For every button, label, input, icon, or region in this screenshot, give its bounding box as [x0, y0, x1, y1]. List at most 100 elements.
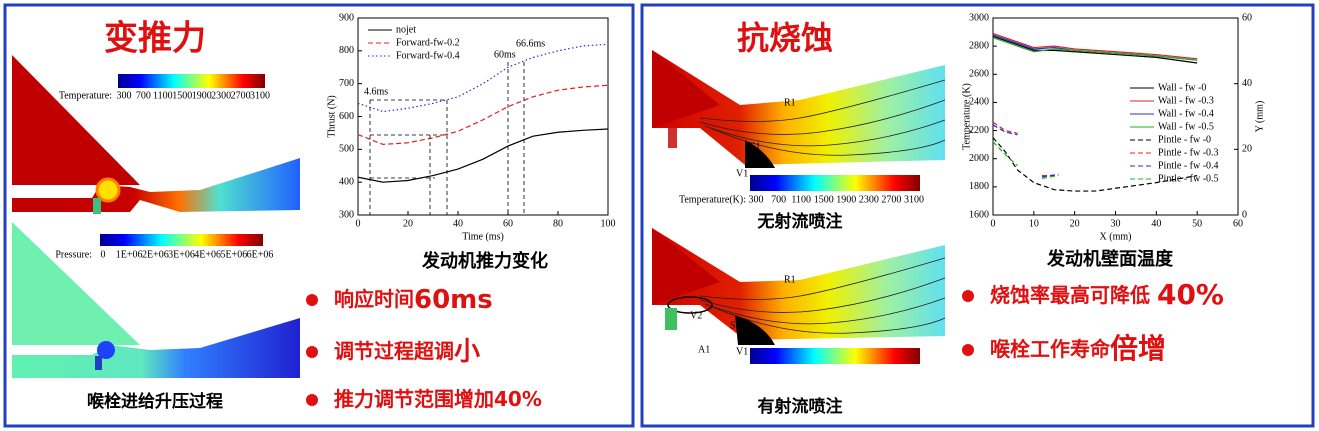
colorbar-label: 1500	[172, 90, 192, 101]
recirculation	[735, 315, 775, 345]
legend-label: Wall - fw -0.5	[1158, 121, 1214, 132]
x-tick-label: 60	[1233, 218, 1243, 229]
pressure-contour	[12, 222, 140, 345]
legend-label: Wall - fw -0	[1158, 82, 1206, 93]
bullet-dot	[306, 346, 318, 358]
legend-label: Forward-fw-0.4	[396, 50, 460, 61]
bullet-text: 推力调节范围增加40%	[334, 387, 542, 411]
legend-label: Wall - fw -0.3	[1158, 95, 1214, 106]
x-tick-label: 20	[403, 218, 413, 229]
x-tick-label: 20	[1070, 218, 1080, 229]
caption: 无射流喷注	[757, 211, 843, 232]
colorbar-label: 700	[771, 194, 786, 205]
y-tick-label: 300	[339, 209, 354, 220]
pressure-contour	[12, 222, 300, 378]
y-tick-label: 2600	[969, 69, 989, 80]
bullet-emphasis: 60ms	[414, 285, 493, 315]
legend-label: Pintle - fw -0	[1158, 134, 1211, 145]
colorbar-label: 6E+06	[247, 249, 274, 260]
pintle	[665, 308, 677, 330]
y-tick-label: 2000	[969, 153, 989, 164]
bullet-main: 喉栓工作寿命	[990, 337, 1111, 361]
colorbar	[750, 175, 920, 191]
bullet-main: 推力调节范围增加40%	[334, 387, 542, 411]
annotation: 66.6ms	[516, 38, 545, 49]
legend-label: Wall - fw -0.4	[1158, 108, 1214, 119]
bullet-text: 响应时间60ms	[334, 285, 493, 315]
temperature-contour	[652, 50, 945, 165]
bullet-main: 调节过程超调	[334, 339, 454, 363]
colorbar-label: 0	[101, 249, 106, 260]
caption: 喉栓进给升压过程	[87, 391, 223, 412]
pintle	[668, 128, 677, 148]
colorbar	[100, 234, 263, 246]
panel-title: 抗烧蚀	[737, 19, 833, 57]
contour-label: S1	[730, 320, 741, 331]
x-tick-label: 50	[1192, 218, 1202, 229]
temperature-contour	[12, 55, 300, 212]
bullet-text: 调节过程超调小	[334, 337, 480, 367]
contour-label: A1	[698, 344, 710, 355]
series-line	[992, 141, 1059, 180]
colorbar-label: 300	[117, 90, 132, 101]
colorbar-title: Temperature(K):	[679, 194, 746, 205]
colorbar-label: 3100	[250, 90, 270, 101]
colorbar-label: 1E+06	[116, 249, 143, 260]
colorbar-label: 5E+06	[220, 249, 247, 260]
y-tick-label: 3000	[969, 12, 989, 23]
legend-label: Pintle - fw -0.5	[1158, 173, 1219, 184]
y-tick-label: 2200	[969, 125, 989, 136]
series-line	[992, 32, 1198, 60]
vortex	[667, 296, 713, 314]
annotation: 4.6ms	[364, 86, 388, 97]
legend-label: nojet	[396, 24, 416, 35]
y-tick-label: 2400	[969, 97, 989, 108]
y-tick-label: 800	[339, 45, 354, 56]
x-tick-label: 60	[503, 218, 513, 229]
bullet-text: 喉栓工作寿命倍增	[990, 332, 1166, 365]
series-line	[992, 34, 1198, 61]
contour-label: R1	[784, 274, 796, 285]
caption: 有射流喷注	[758, 396, 843, 417]
bullet-emphasis: 小	[454, 337, 480, 367]
contour-label: R1	[784, 97, 796, 108]
y-tick-label: 900	[339, 12, 354, 23]
colorbar	[750, 348, 920, 364]
series-line	[357, 128, 609, 183]
colorbar-label: 1900	[192, 90, 212, 101]
streamlines	[699, 79, 946, 156]
colorbar-label: 1900	[836, 194, 856, 205]
chart-caption: 发动机推力变化	[421, 250, 548, 272]
colorbar	[118, 74, 265, 88]
contour-label: V1	[736, 168, 748, 179]
y-tick-label: 1800	[969, 181, 989, 192]
y-tick-label: 500	[339, 144, 354, 155]
pintle-stem	[95, 356, 102, 370]
y-tick-label: 700	[339, 78, 354, 89]
x-axis-label: Time (ms)	[462, 231, 504, 242]
colorbar-title: Pressure:	[55, 249, 92, 260]
colorbar-label: 1500	[814, 194, 834, 205]
y2-axis-label: Y (mm)	[1254, 101, 1265, 133]
x-tick-label: 30	[1111, 218, 1121, 229]
pintle	[95, 177, 121, 203]
bullet-emphasis: 倍增	[1110, 332, 1166, 365]
contour-label: V2	[690, 310, 702, 321]
contour-label: S1	[750, 141, 761, 152]
bullet-dot	[306, 294, 318, 306]
series-line	[992, 124, 1059, 178]
x-axis-label: X (mm)	[1100, 231, 1132, 242]
colorbar-label: 2700	[231, 90, 251, 101]
bullet-main: 烧蚀率最高可降低	[990, 283, 1157, 307]
colorbar-label: 1100	[791, 194, 811, 205]
x-tick-label: 100	[601, 218, 616, 229]
y2-tick-label: 40	[1242, 78, 1252, 89]
x-tick-label: 40	[1151, 218, 1161, 229]
bullet-emphasis: 40%	[1157, 278, 1224, 311]
x-tick-label: 10	[1029, 218, 1039, 229]
bullet-main: 响应时间	[334, 287, 414, 311]
legend-label: Pintle - fw -0.3	[1158, 147, 1219, 158]
y-tick-label: 600	[339, 111, 354, 122]
legend-label: Forward-fw-0.2	[396, 37, 460, 48]
